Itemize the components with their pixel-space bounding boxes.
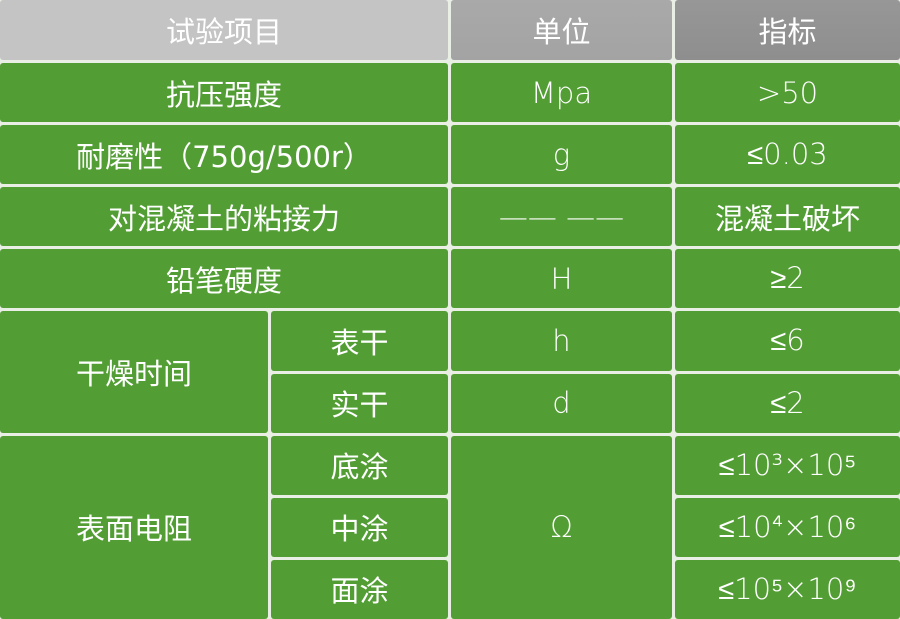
resistance-unit: Ω <box>451 435 672 619</box>
row-unit: Mpa <box>451 63 672 123</box>
row-item: 耐磨性（750g/500r） <box>0 125 448 185</box>
drying-unit: d <box>451 373 672 433</box>
row-spec: ≥2 <box>675 249 900 309</box>
resistance-item: 表面电阻 <box>0 435 268 619</box>
resistance-spec: ≤10⁴×10⁶ <box>675 497 900 557</box>
row-item: 抗压强度 <box>0 63 448 123</box>
resistance-spec: ≤10³×10⁵ <box>675 435 900 495</box>
resistance-sub: 底涂 <box>271 435 448 495</box>
row-spec: 混凝土破坏 <box>675 187 900 247</box>
resistance-spec: ≤10⁵×10⁹ <box>675 559 900 619</box>
drying-item: 干燥时间 <box>0 311 268 433</box>
header-unit: 单位 <box>451 0 672 60</box>
row-item: 铅笔硬度 <box>0 249 448 309</box>
drying-sub: 实干 <box>271 373 448 433</box>
drying-sub: 表干 <box>271 311 448 371</box>
row-item: 对混凝土的粘接力 <box>0 187 448 247</box>
header-item: 试验项目 <box>0 0 448 60</box>
header-spec: 指标 <box>675 0 900 60</box>
row-spec: >50 <box>675 63 900 123</box>
row-unit: H <box>451 249 672 309</box>
resistance-sub: 中涂 <box>271 497 448 557</box>
drying-spec: ≤2 <box>675 373 900 433</box>
drying-unit: h <box>451 311 672 371</box>
row-unit: g <box>451 125 672 185</box>
row-spec: ≤0.03 <box>675 125 900 185</box>
drying-spec: ≤6 <box>675 311 900 371</box>
row-unit: —— —— <box>451 187 672 247</box>
resistance-sub: 面涂 <box>271 559 448 619</box>
